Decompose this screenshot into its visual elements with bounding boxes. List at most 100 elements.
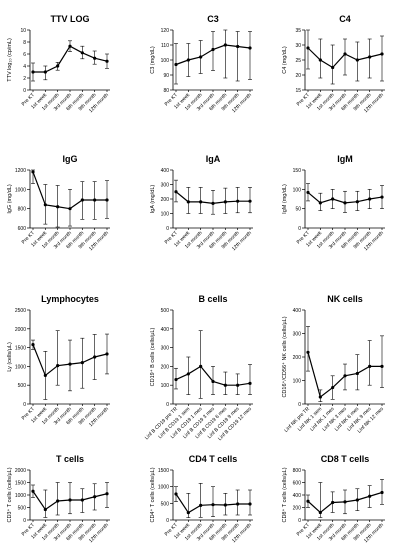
chart-11-point-1 xyxy=(318,510,322,515)
chart-8-point-2 xyxy=(331,385,335,390)
chart-5-point-3 xyxy=(343,201,347,205)
chart-4-ytick-label-2: 200 xyxy=(161,197,170,203)
chart-11-ytick-label-3: 600 xyxy=(293,481,302,487)
chart-8-ytick-label-4: 400 xyxy=(293,308,302,314)
chart-4-y-label: IgA (mg/dL) xyxy=(150,185,156,214)
chart-1-ytick-label-1: 90 xyxy=(163,73,169,79)
chart-4-ytick-label-0: 0 xyxy=(166,226,169,232)
chart-10-ytick-label-2: 1000 xyxy=(158,485,169,491)
chart-2-title: C4 xyxy=(339,14,351,24)
chart-8-title: NK cells xyxy=(327,294,363,304)
chart-4-title: IgA xyxy=(206,154,221,164)
chart-7-ytick-label-2: 200 xyxy=(161,364,170,370)
chart-8-point-0 xyxy=(306,350,310,354)
chart-4-point-5 xyxy=(236,199,240,203)
chart-2-y-label: C4 (mg/dL) xyxy=(282,46,288,74)
chart-1-ytick-label-4: 120 xyxy=(161,28,170,34)
chart-0-point-5 xyxy=(93,56,97,60)
chart-6-y-label: Ly (cells/µL) xyxy=(7,342,13,372)
chart-3-point-1 xyxy=(43,203,47,207)
chart-2-point-0 xyxy=(306,46,310,50)
chart-0-point-3 xyxy=(68,44,72,48)
chart-7-point-3 xyxy=(211,379,215,384)
chart-2-ytick-label-2: 25 xyxy=(295,58,301,64)
chart-10-point-2 xyxy=(199,503,203,507)
chart-0-ytick-label-4: 8 xyxy=(23,40,26,46)
chart-4-point-0 xyxy=(174,190,178,194)
chart-5-point-6 xyxy=(380,195,384,199)
chart-9-point-6 xyxy=(105,492,109,496)
chart-3-ytick-label-3: 1200 xyxy=(15,168,26,174)
chart-5-ytick-label-2: 100 xyxy=(293,187,302,193)
chart-10-title: CD4 T cells xyxy=(189,454,238,464)
chart-6-ytick-label-0: 0 xyxy=(23,402,26,408)
chart-6-point-0 xyxy=(31,342,35,347)
chart-2-ytick-label-1: 20 xyxy=(295,73,301,79)
chart-1-point-6 xyxy=(248,46,252,50)
chart-7-title: B cells xyxy=(198,294,227,304)
chart-7-ytick-label-0: 0 xyxy=(166,402,169,408)
chart-5-y-label: IgM (mg/dL) xyxy=(282,184,288,214)
chart-4-point-3 xyxy=(211,201,215,205)
chart-6-ytick-label-2: 1000 xyxy=(15,364,26,370)
chart-5-ytick-label-1: 50 xyxy=(295,207,301,213)
chart-1-point-3 xyxy=(211,47,215,52)
chart-8-point-3 xyxy=(343,374,347,378)
chart-9-ytick-label-3: 1500 xyxy=(15,481,26,487)
chart-8-panel: NK cells 0 100 200 300 400 CD16⁺/CD56⁺ NK cell… xyxy=(281,294,385,435)
chart-10-point-3 xyxy=(211,503,215,507)
chart-2-ytick-label-4: 35 xyxy=(295,28,301,34)
chart-5-point-5 xyxy=(368,197,372,201)
chart-6-point-6 xyxy=(105,352,109,356)
chart-9-point-1 xyxy=(43,507,47,512)
chart-2-point-1 xyxy=(318,58,322,62)
chart-5-point-4 xyxy=(355,200,359,204)
chart-2-point-5 xyxy=(368,55,372,59)
chart-7-point-4 xyxy=(223,383,227,387)
chart-2-point-6 xyxy=(380,52,384,56)
chart-7-point-0 xyxy=(174,377,178,382)
chart-11-ytick-label-2: 400 xyxy=(293,493,302,499)
chart-3-point-6 xyxy=(105,198,109,202)
chart-11-point-5 xyxy=(368,494,372,498)
chart-10-point-0 xyxy=(174,492,178,496)
chart-11-point-4 xyxy=(355,498,359,502)
chart-4-ytick-label-1: 100 xyxy=(161,212,170,218)
chart-4-point-4 xyxy=(223,200,227,204)
chart-9-ytick-label-0: 0 xyxy=(23,518,26,524)
chart-2-point-2 xyxy=(331,65,335,70)
chart-0-point-6 xyxy=(105,59,109,63)
chart-4-ytick-label-4: 400 xyxy=(161,168,170,174)
chart-3-ytick-label-1: 800 xyxy=(18,207,27,213)
chart-1-point-1 xyxy=(186,58,190,62)
chart-6-point-3 xyxy=(68,362,72,366)
chart-8-point-1 xyxy=(318,395,322,399)
chart-0-title: TTV LOG xyxy=(51,14,90,24)
chart-8-ytick-label-3: 300 xyxy=(293,332,302,338)
chart-6-title: Lymphocytes xyxy=(41,294,99,304)
chart-6-ytick-label-5: 2500 xyxy=(15,308,26,314)
chart-5-point-1 xyxy=(318,201,322,205)
chart-8-y-label: CD16⁺/CD56⁺ NK cells (cells/µL) xyxy=(281,316,288,397)
chart-3-ytick-label-2: 1000 xyxy=(15,187,26,193)
chart-4-point-1 xyxy=(186,200,190,204)
chart-9-point-0 xyxy=(31,489,35,493)
chart-1-title: C3 xyxy=(207,14,219,24)
chart-9-point-5 xyxy=(93,495,97,499)
chart-11-point-3 xyxy=(343,500,347,504)
chart-5-point-2 xyxy=(331,197,335,201)
chart-9-ytick-label-2: 1000 xyxy=(15,493,26,499)
chart-0-y-label: TTV log₁₀ (cp/mL) xyxy=(7,38,13,82)
chart-6-ytick-label-3: 1500 xyxy=(15,346,26,352)
chart-7-ytick-label-3: 300 xyxy=(161,346,170,352)
chart-9-point-3 xyxy=(68,498,72,502)
chart-6-ytick-label-4: 2000 xyxy=(15,327,26,333)
chart-10-y-label: CD4⁺ T cells (cells/µL) xyxy=(149,467,156,522)
chart-9-ytick-label-1: 500 xyxy=(18,506,27,512)
chart-8-ytick-label-2: 200 xyxy=(293,355,302,361)
